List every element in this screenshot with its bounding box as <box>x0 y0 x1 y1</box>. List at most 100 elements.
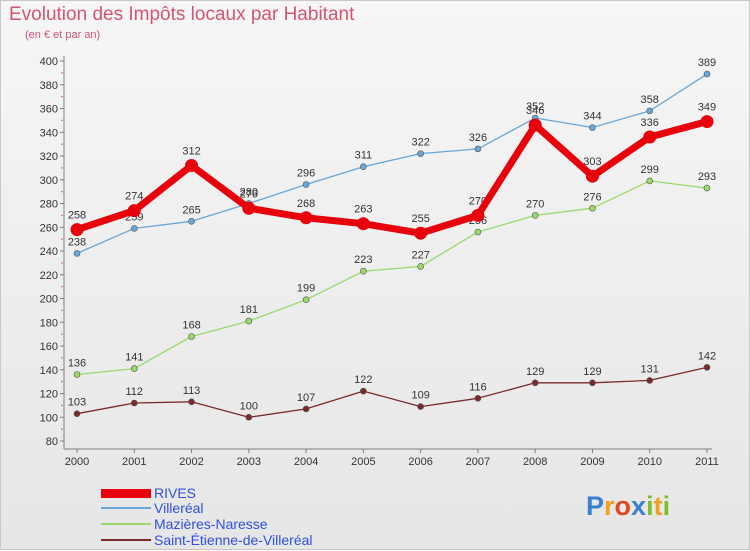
data-label: 227 <box>411 249 429 261</box>
y-tick-label: 100 <box>40 412 58 424</box>
y-minor-tick <box>61 380 63 383</box>
data-label: 280 <box>240 187 258 199</box>
data-point <box>643 130 657 144</box>
data-point <box>360 267 367 275</box>
data-label: 107 <box>297 392 315 404</box>
axes: 80 100 120 140 160 180 200 220 240 260 280 300 320 34… <box>40 56 719 468</box>
data-point <box>188 333 195 340</box>
data-label: 113 <box>183 385 201 397</box>
legend-label: Mazières-Naresse <box>154 516 268 532</box>
data-point <box>417 150 424 157</box>
data-point <box>531 379 539 387</box>
data-label: 322 <box>411 137 429 149</box>
y-tick-label: 80 <box>46 436 58 448</box>
data-point <box>185 159 199 172</box>
data-point <box>299 211 313 225</box>
legend-label: Villeréal <box>154 500 204 516</box>
y-minor-tick <box>61 333 63 335</box>
data-point <box>471 208 485 222</box>
data-label: 344 <box>583 111 601 123</box>
data-point <box>73 371 81 378</box>
data-point <box>414 226 428 240</box>
data-label: 293 <box>698 171 716 183</box>
legend-item-rives[interactable]: RIVES <box>101 485 196 501</box>
data-label: 268 <box>297 198 315 210</box>
data-label: 336 <box>641 117 659 129</box>
data-label: 103 <box>68 397 86 409</box>
data-label: 265 <box>182 204 200 216</box>
legend-label: Saint-Étienne-de-Villeréal <box>154 532 313 548</box>
series-layer <box>70 70 714 421</box>
y-tick-label: 220 <box>40 270 58 282</box>
data-point <box>474 228 482 236</box>
x-tick-label: 2005 <box>351 456 375 468</box>
legend-label: RIVES <box>154 485 197 501</box>
x-tick-label: 2011 <box>695 456 719 468</box>
y-minor-tick <box>61 214 63 217</box>
series-line-2 <box>76 180 708 376</box>
data-label: 168 <box>182 320 200 332</box>
y-tick-label: 160 <box>40 341 58 353</box>
data-label: 352 <box>526 101 544 113</box>
y-minor-tick <box>61 167 63 169</box>
data-point <box>528 118 542 132</box>
y-tick-label: 320 <box>40 151 58 163</box>
y-minor-tick <box>61 190 63 193</box>
data-point <box>130 399 138 407</box>
data-label: 303 <box>583 156 601 168</box>
y-minor-tick <box>61 262 63 264</box>
x-tick-label: 2000 <box>65 456 89 468</box>
series-line-1 <box>76 73 708 255</box>
legend-swatch <box>101 488 151 498</box>
data-point <box>646 107 654 115</box>
data-point <box>302 296 310 303</box>
x-tick-label: 2007 <box>466 456 490 468</box>
data-label: 326 <box>469 132 487 144</box>
data-label: 389 <box>698 57 716 69</box>
data-point <box>360 387 367 395</box>
data-point <box>703 184 711 192</box>
data-label: 109 <box>411 390 429 402</box>
legend-item-saint-etienne-de-villereal[interactable]: Saint-Étienne-de-Villeréal <box>101 532 313 548</box>
series-line-0 <box>73 118 711 237</box>
data-point <box>417 263 424 270</box>
data-label: 112 <box>125 386 143 398</box>
data-label: 129 <box>583 366 601 378</box>
data-point <box>703 70 711 78</box>
y-tick-label: 340 <box>40 127 58 139</box>
data-point <box>245 317 253 325</box>
data-label: 100 <box>240 400 258 412</box>
data-point <box>302 405 310 413</box>
data-point <box>188 218 195 225</box>
data-label: 122 <box>354 374 372 386</box>
data-label: 129 <box>526 366 544 378</box>
y-tick-label: 120 <box>40 389 58 401</box>
data-point <box>589 379 596 387</box>
y-minor-tick <box>61 72 63 74</box>
x-tick-label: 2003 <box>237 456 261 468</box>
y-minor-tick <box>61 404 63 407</box>
data-point <box>646 377 654 384</box>
legend-swatch <box>101 539 151 541</box>
x-tick-label: 2006 <box>408 456 432 468</box>
y-minor-tick <box>61 119 63 122</box>
legend-item-mazieres-naresse[interactable]: Mazières-Naresse <box>101 516 268 532</box>
data-label: 141 <box>125 352 143 364</box>
data-point <box>302 181 310 188</box>
data-point <box>703 364 711 371</box>
legend-swatch <box>101 523 151 525</box>
legend-item-villereal[interactable]: Villeréal <box>101 500 204 516</box>
series-line-3 <box>76 366 708 418</box>
data-label: 136 <box>68 358 86 370</box>
data-label: 274 <box>125 191 143 203</box>
data-point <box>589 204 596 212</box>
data-point <box>356 217 370 231</box>
y-minor-tick <box>61 143 63 145</box>
data-point <box>646 177 654 185</box>
data-point <box>73 250 81 257</box>
data-label: 349 <box>698 102 716 114</box>
data-point <box>70 223 84 237</box>
data-label: 199 <box>297 283 315 295</box>
y-tick-label: 260 <box>40 222 58 234</box>
